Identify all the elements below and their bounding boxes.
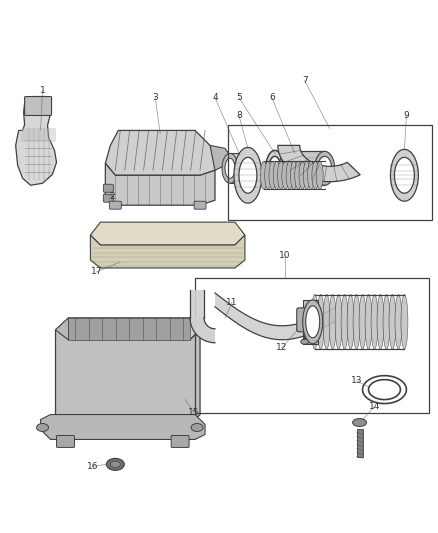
Ellipse shape xyxy=(282,161,289,189)
Polygon shape xyxy=(225,158,235,178)
Text: 2: 2 xyxy=(110,192,115,201)
Ellipse shape xyxy=(191,424,203,432)
Ellipse shape xyxy=(295,161,302,189)
Ellipse shape xyxy=(290,161,297,189)
Ellipse shape xyxy=(286,161,293,189)
Ellipse shape xyxy=(265,161,272,189)
Text: 8: 8 xyxy=(236,111,242,120)
Ellipse shape xyxy=(341,294,348,349)
Ellipse shape xyxy=(273,161,280,189)
Text: 13: 13 xyxy=(351,376,362,385)
Polygon shape xyxy=(90,222,245,245)
Polygon shape xyxy=(368,379,400,400)
Bar xyxy=(303,300,318,344)
Polygon shape xyxy=(303,300,323,344)
Polygon shape xyxy=(106,163,215,205)
Polygon shape xyxy=(41,415,205,439)
Polygon shape xyxy=(222,154,238,183)
Text: 17: 17 xyxy=(91,268,102,277)
Bar xyxy=(230,154,252,183)
FancyBboxPatch shape xyxy=(110,201,121,209)
Text: 10: 10 xyxy=(279,251,290,260)
Text: 14: 14 xyxy=(369,402,380,411)
Polygon shape xyxy=(315,151,335,185)
FancyBboxPatch shape xyxy=(103,194,113,202)
Polygon shape xyxy=(306,306,320,338)
Polygon shape xyxy=(21,128,56,142)
FancyBboxPatch shape xyxy=(103,184,113,192)
Text: 6: 6 xyxy=(269,93,275,102)
Polygon shape xyxy=(269,156,281,180)
FancyBboxPatch shape xyxy=(25,96,52,116)
Polygon shape xyxy=(56,318,200,340)
Polygon shape xyxy=(90,235,245,268)
Ellipse shape xyxy=(401,294,408,349)
Text: 7: 7 xyxy=(302,76,307,85)
Ellipse shape xyxy=(323,294,330,349)
Ellipse shape xyxy=(303,161,310,189)
Ellipse shape xyxy=(353,418,367,426)
Ellipse shape xyxy=(37,424,49,432)
Ellipse shape xyxy=(269,161,276,189)
Ellipse shape xyxy=(335,294,342,349)
Polygon shape xyxy=(278,146,360,182)
Ellipse shape xyxy=(278,161,285,189)
Polygon shape xyxy=(390,149,418,201)
Ellipse shape xyxy=(312,161,319,189)
Polygon shape xyxy=(106,131,220,175)
Polygon shape xyxy=(56,330,200,424)
Ellipse shape xyxy=(389,294,396,349)
Polygon shape xyxy=(190,318,215,343)
Polygon shape xyxy=(395,157,414,193)
Bar xyxy=(195,278,429,413)
Text: 9: 9 xyxy=(403,111,409,120)
Ellipse shape xyxy=(311,294,318,349)
Polygon shape xyxy=(282,156,296,180)
Ellipse shape xyxy=(395,294,402,349)
Text: 15: 15 xyxy=(188,408,200,417)
Ellipse shape xyxy=(260,161,267,189)
Polygon shape xyxy=(68,318,190,340)
Ellipse shape xyxy=(347,294,354,349)
Ellipse shape xyxy=(353,294,360,349)
Text: 5: 5 xyxy=(236,93,242,102)
Ellipse shape xyxy=(383,294,390,349)
FancyBboxPatch shape xyxy=(57,435,74,447)
FancyBboxPatch shape xyxy=(171,435,189,447)
Ellipse shape xyxy=(371,294,378,349)
Ellipse shape xyxy=(359,294,366,349)
Ellipse shape xyxy=(110,462,120,467)
Polygon shape xyxy=(56,318,68,340)
Polygon shape xyxy=(244,154,260,183)
Ellipse shape xyxy=(106,458,124,470)
Polygon shape xyxy=(16,96,57,185)
Ellipse shape xyxy=(329,294,336,349)
FancyBboxPatch shape xyxy=(194,201,206,209)
Polygon shape xyxy=(239,157,257,193)
Polygon shape xyxy=(279,151,299,185)
Bar xyxy=(289,151,325,185)
Bar xyxy=(357,430,363,457)
Ellipse shape xyxy=(307,161,314,189)
Text: 3: 3 xyxy=(152,93,158,102)
Polygon shape xyxy=(318,156,332,180)
Ellipse shape xyxy=(299,161,306,189)
Text: 1: 1 xyxy=(40,86,46,95)
Text: 16: 16 xyxy=(87,462,98,471)
Text: 4: 4 xyxy=(212,93,218,102)
Text: 11: 11 xyxy=(226,298,238,308)
Ellipse shape xyxy=(377,294,384,349)
Bar xyxy=(228,125,432,220)
Ellipse shape xyxy=(317,294,324,349)
Ellipse shape xyxy=(365,294,372,349)
Polygon shape xyxy=(234,148,262,203)
FancyBboxPatch shape xyxy=(297,308,313,332)
Text: 12: 12 xyxy=(276,343,287,352)
Polygon shape xyxy=(210,146,230,171)
Ellipse shape xyxy=(301,340,309,344)
Polygon shape xyxy=(247,158,257,178)
Polygon shape xyxy=(266,150,284,186)
Ellipse shape xyxy=(316,161,323,189)
